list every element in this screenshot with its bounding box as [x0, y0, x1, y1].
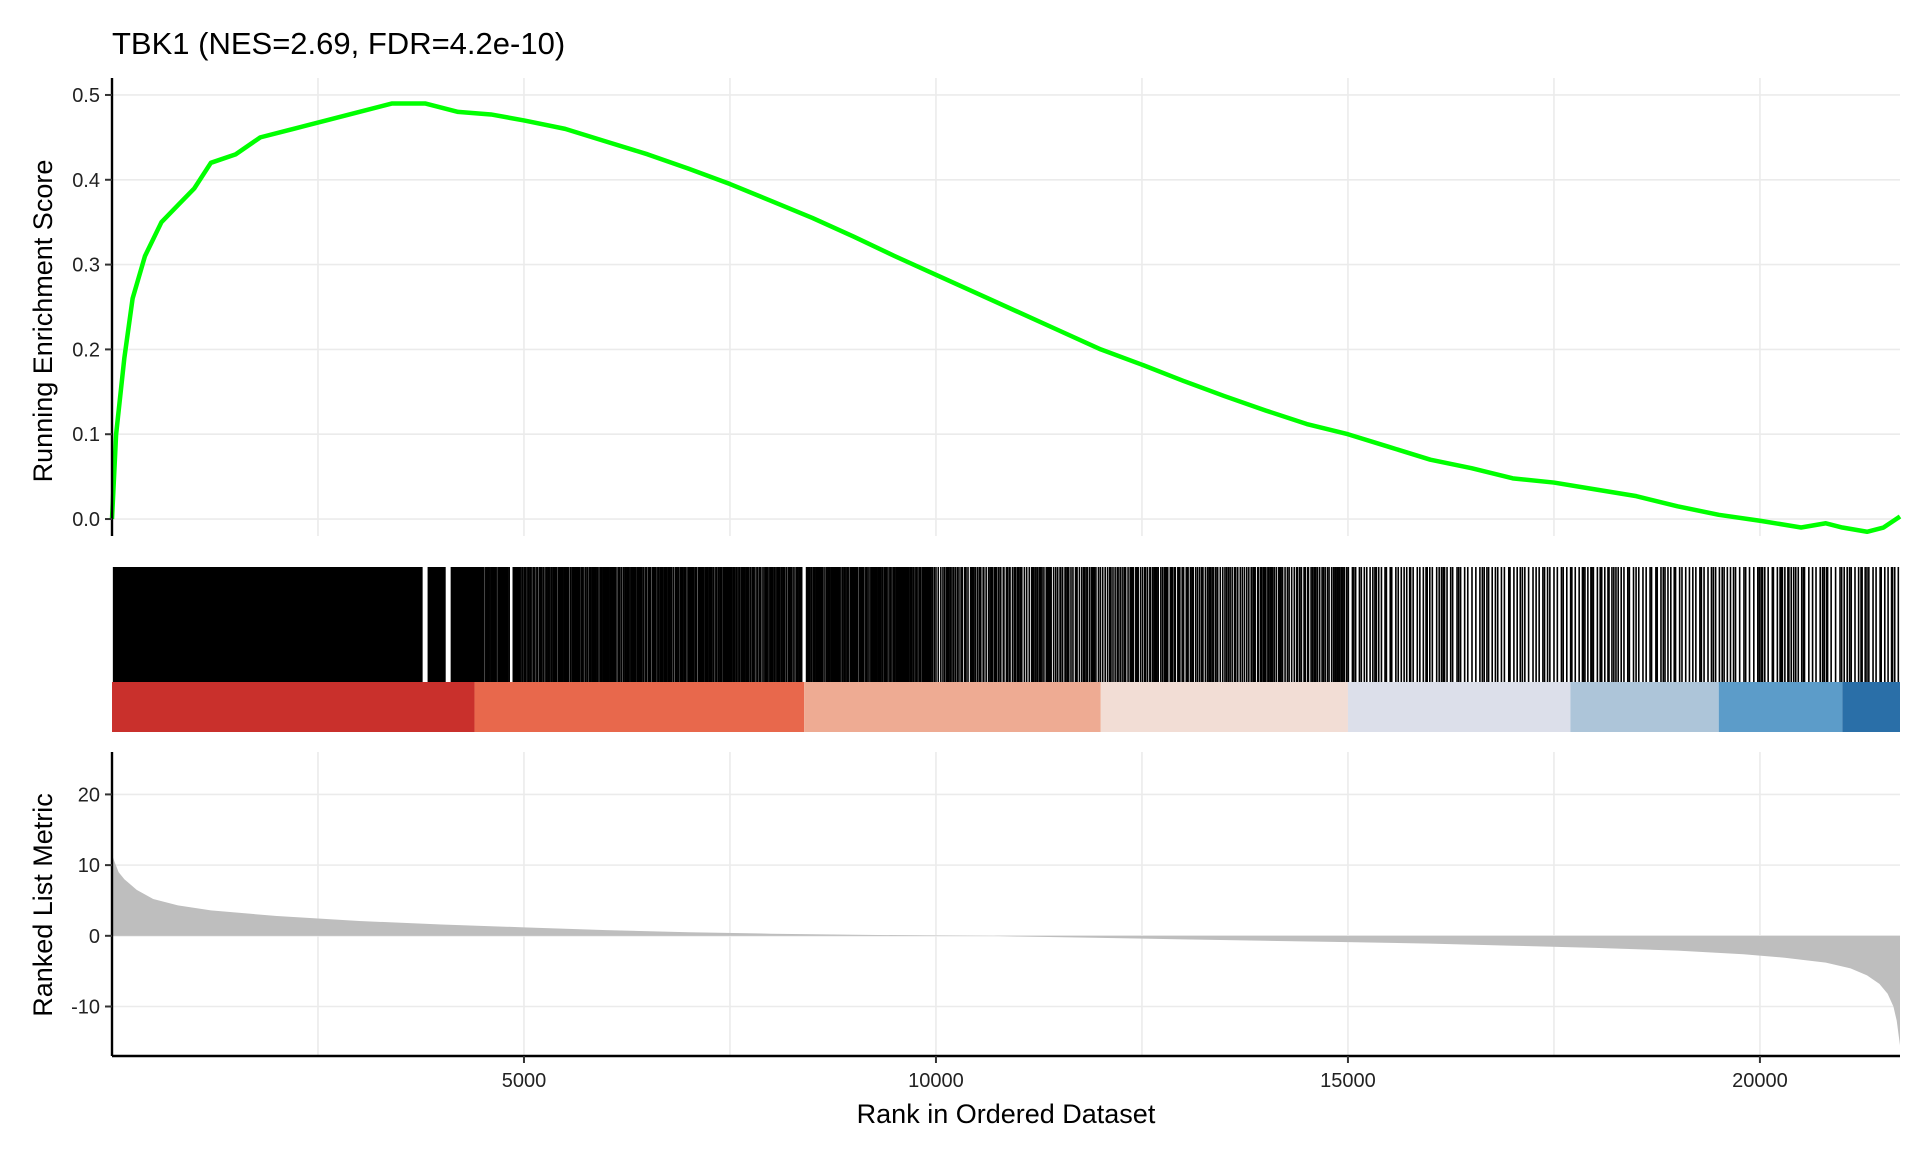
metric-grid	[112, 752, 1900, 1056]
enrichment-grid	[112, 78, 1900, 536]
metric-y-title: Ranked List Metric	[28, 793, 58, 1017]
enrichment-y-tick-label: 0.4	[72, 170, 100, 192]
metric-y-tick-label: 10	[78, 855, 100, 877]
ranked-metric-area	[112, 854, 1900, 1046]
enrichment-y-ticks: 0.0 0.1 0.2 0.3 0.4 0.5	[72, 85, 112, 531]
enrichment-y-title: Running Enrichment Score	[28, 160, 58, 483]
hit-gap	[445, 567, 451, 682]
x-ticks: 5000 10000 15000 20000	[502, 1056, 1788, 1092]
color-band	[1347, 682, 1571, 732]
chart-title: TBK1 (NES=2.69, FDR=4.2e-10)	[112, 26, 565, 61]
x-tick-label: 10000	[908, 1070, 964, 1092]
x-tick-label: 15000	[1320, 1070, 1376, 1092]
color-band	[1570, 682, 1719, 732]
metric-area-group	[112, 854, 1900, 1046]
enrichment-y-tick-label: 0.3	[72, 255, 100, 277]
hit-lines-group	[112, 567, 1900, 682]
color-band	[1718, 682, 1843, 732]
metric-y-tick-label: 20	[78, 784, 100, 806]
x-tick-label: 5000	[502, 1070, 547, 1092]
enrichment-score-line	[109, 101, 1902, 535]
enrichment-line-group	[109, 101, 1902, 535]
color-band-group	[112, 682, 1900, 732]
enrichment-y-tick-label: 0.2	[72, 339, 100, 361]
enrichment-y-tick-label: 0.1	[72, 424, 100, 446]
hit-gap	[802, 567, 806, 682]
x-axis-title: Rank in Ordered Dataset	[857, 1099, 1156, 1129]
color-band	[474, 682, 805, 732]
x-tick-label: 20000	[1732, 1070, 1788, 1092]
color-band	[1842, 682, 1900, 732]
color-band	[1100, 682, 1348, 732]
metric-y-tick-label: 0	[89, 926, 100, 948]
hit-gap	[509, 567, 513, 682]
metric-y-tick-label: -10	[71, 997, 100, 1019]
color-band	[804, 682, 1101, 732]
enrichment-y-tick-label: 0.0	[72, 509, 100, 531]
hit-gap	[422, 567, 428, 682]
color-band	[112, 682, 475, 732]
enrichment-y-tick-label: 0.5	[72, 85, 100, 107]
metric-y-ticks: -10 0 10 20	[71, 784, 112, 1019]
